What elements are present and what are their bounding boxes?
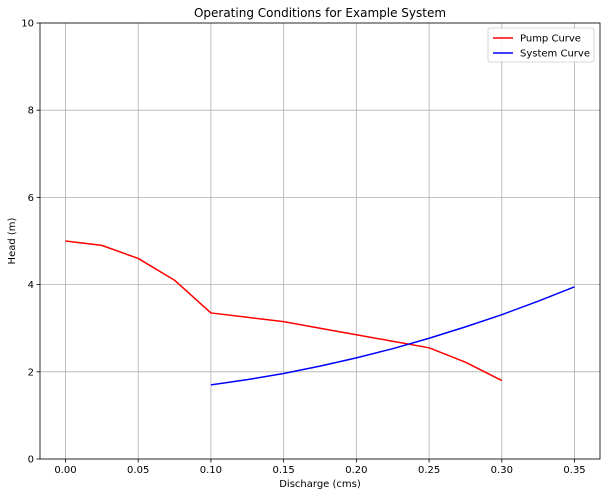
legend-label: Pump Curve <box>520 34 581 45</box>
x-axis-title: Discharge (cms) <box>279 479 361 490</box>
plot-frame <box>39 22 601 460</box>
y-axis-title: Head (m) <box>7 217 18 264</box>
x-tick-label: 0.20 <box>345 465 367 476</box>
series-layer <box>65 240 575 386</box>
y-tick-label: 6 <box>28 193 34 204</box>
x-tick-label: 0.10 <box>200 465 222 476</box>
y-tick-label: 0 <box>28 455 34 466</box>
y-tick-label: 4 <box>28 280 34 291</box>
legend-box <box>487 27 595 63</box>
series-line-pump-curve <box>65 240 503 382</box>
x-tick-label: 0.30 <box>491 465 513 476</box>
chart-title: Operating Conditions for Example System <box>194 6 446 20</box>
legend: Pump Curve System Curve <box>487 27 595 63</box>
x-tick-label: 0.05 <box>127 465 149 476</box>
x-tick-label: 0.00 <box>54 465 76 476</box>
x-tick-label: 0.25 <box>418 465 440 476</box>
axis-ticks: 0.00 0.05 0.10 0.15 0.20 0.25 0.30 0.35 0 2 4 6 8 10 <box>21 19 585 477</box>
x-tick-label: 0.35 <box>563 465 585 476</box>
legend-label: System Curve <box>520 49 590 60</box>
x-tick-label: 0.15 <box>273 465 295 476</box>
y-tick-label: 8 <box>28 106 34 117</box>
series-line-system-curve <box>210 286 575 386</box>
grid-lines <box>40 22 600 460</box>
y-tick-label: 2 <box>28 367 34 378</box>
y-tick-label: 10 <box>21 19 34 30</box>
